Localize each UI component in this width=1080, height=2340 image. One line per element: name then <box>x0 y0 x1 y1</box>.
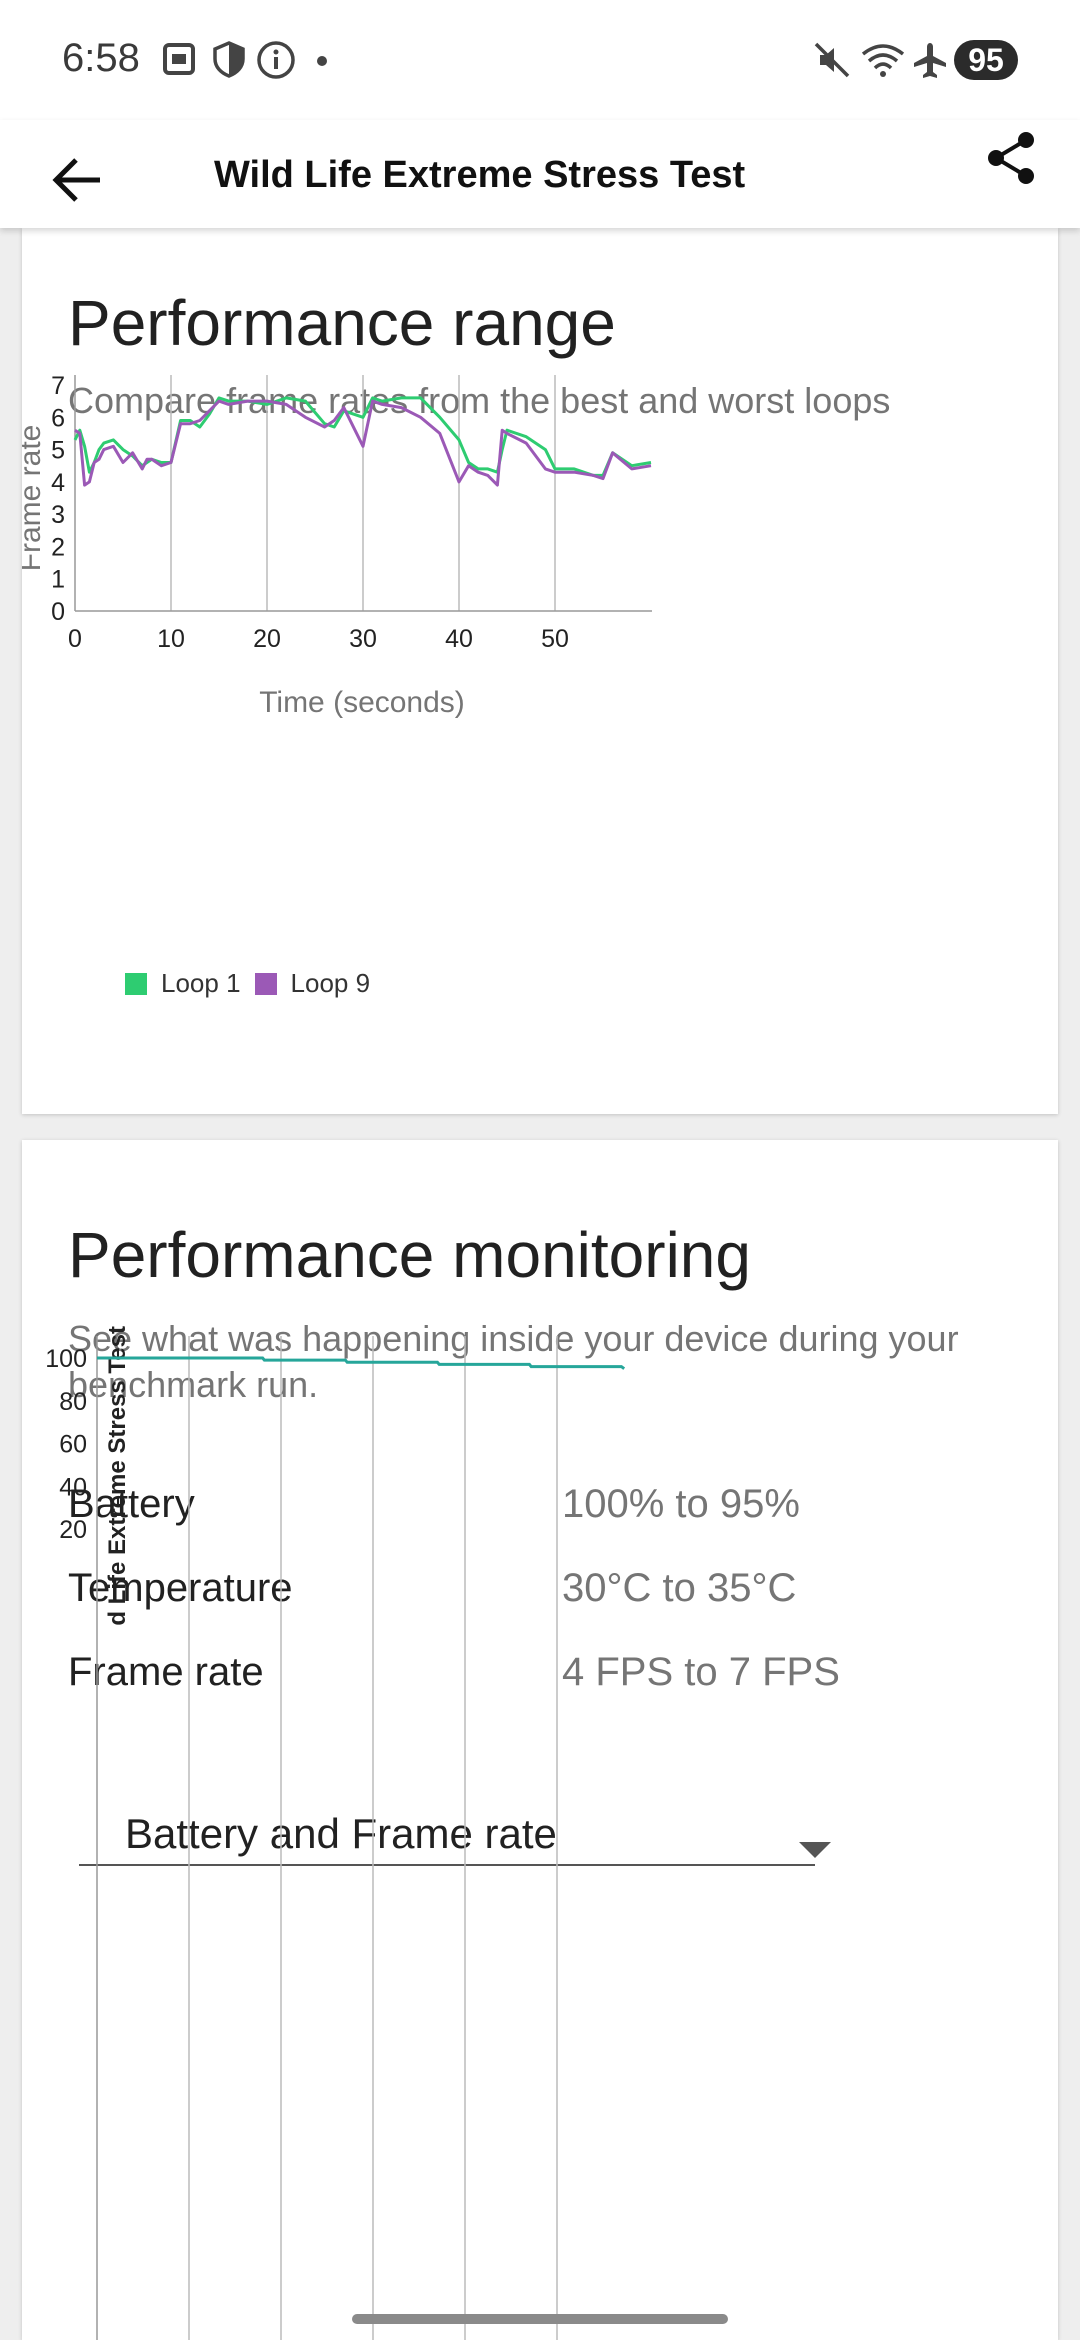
y-tick-label: 0 <box>51 598 65 626</box>
shield-icon <box>210 40 248 83</box>
status-time: 6:58 <box>62 36 140 80</box>
home-indicator[interactable] <box>352 2314 728 2324</box>
y-tick-label: 40 <box>59 1473 87 1501</box>
y-tick-label: 2 <box>51 533 65 561</box>
arrow-back-icon <box>52 158 100 202</box>
legend-label-loop-1: Loop 1 <box>161 968 241 998</box>
y-tick-label: 7 <box>51 372 65 400</box>
back-button[interactable] <box>44 142 108 206</box>
stat-row-battery: Battery 100% to 95% <box>68 1482 1018 1538</box>
y-tick-label: 1 <box>51 566 65 594</box>
legend-item-loop-1[interactable]: Loop 1 <box>125 968 241 999</box>
wifi-icon <box>860 40 906 85</box>
stat-value: 100% to 95% <box>562 1482 800 1526</box>
y-axis-title: Frame rate <box>22 425 47 572</box>
airplane-icon <box>910 40 950 85</box>
stat-label: Battery <box>68 1482 195 1526</box>
legend-label-loop-9: Loop 9 <box>290 968 371 998</box>
frame-rate-chart: 0 1 2 3 4 5 6 7 0 10 20 30 40 50 Frame rate Time (secon… <box>22 372 652 719</box>
stat-value: 30°C to 35°C <box>562 1566 797 1610</box>
x-tick-label: 50 <box>541 625 569 653</box>
stat-row-frame-rate: Frame rate 4 FPS to 7 FPS <box>68 1650 1018 1706</box>
dot-icon <box>316 54 328 72</box>
y-tick-label: 5 <box>51 437 65 465</box>
share-icon <box>988 132 1034 184</box>
stat-row-temperature: Temperature 30°C to 35°C <box>68 1566 1018 1622</box>
x-tick-label: 20 <box>253 625 281 653</box>
stat-label: Frame rate <box>68 1650 264 1694</box>
y-tick-label: 3 <box>51 501 65 529</box>
series-line-loop-9 <box>74 399 652 487</box>
y-axis-title: d Life Extreme Stress Test <box>104 1326 131 1626</box>
app-bar: Wild Life Extreme Stress Test <box>0 120 1080 228</box>
y-tick-label: 6 <box>51 404 65 432</box>
performance-range-title: Performance range <box>68 287 616 359</box>
page-title: Wild Life Extreme Stress Test <box>214 154 746 196</box>
y-tick-label: 4 <box>51 469 65 497</box>
legend-swatch-loop-9 <box>254 972 277 995</box>
y-tick-label: 80 <box>59 1388 87 1416</box>
stat-label: Temperature <box>68 1566 293 1610</box>
info-icon <box>256 40 296 85</box>
x-tick-label: 0 <box>68 625 82 653</box>
dropdown-selected-value: Battery and Frame rate <box>125 1810 557 1857</box>
y-tick-label: 100 <box>45 1345 87 1373</box>
battery-chart: 20 40 60 80 100 d Life Extreme Stress Test <box>45 1326 626 2340</box>
metric-dropdown[interactable]: Battery and Frame rate <box>79 1760 831 1866</box>
legend-swatch-loop-1 <box>125 972 147 995</box>
performance-monitoring-subtitle: See what was happening inside your devic… <box>68 1318 959 1405</box>
screenshot-icon <box>160 40 198 83</box>
share-button[interactable] <box>982 128 1042 188</box>
series-line-battery <box>97 1356 626 1370</box>
battery-indicator: 95 <box>954 40 1018 80</box>
x-tick-label: 30 <box>349 625 377 653</box>
x-axis-title: Time (seconds) <box>259 686 465 719</box>
x-tick-label: 10 <box>157 625 185 653</box>
performance-monitoring-card: Performance monitoring See what was happ… <box>22 1140 1058 2340</box>
series-line-loop-1 <box>73 396 652 477</box>
performance-range-card: Performance range Compare frame rates fr… <box>22 228 1058 1114</box>
y-tick-label: 20 <box>59 1516 87 1544</box>
y-tick-label: 60 <box>59 1431 87 1459</box>
dropdown-arrow-icon <box>799 1842 831 1858</box>
stat-value: 4 FPS to 7 FPS <box>562 1650 840 1694</box>
performance-monitoring-title: Performance monitoring <box>68 1219 751 1291</box>
status-bar: 6:58 95 <box>0 0 1080 120</box>
chart-legend: Loop 1 Loop 9 <box>125 968 384 999</box>
x-tick-label: 40 <box>445 625 473 653</box>
legend-item-loop-9[interactable]: Loop 9 <box>254 968 371 999</box>
mute-icon <box>812 40 852 85</box>
